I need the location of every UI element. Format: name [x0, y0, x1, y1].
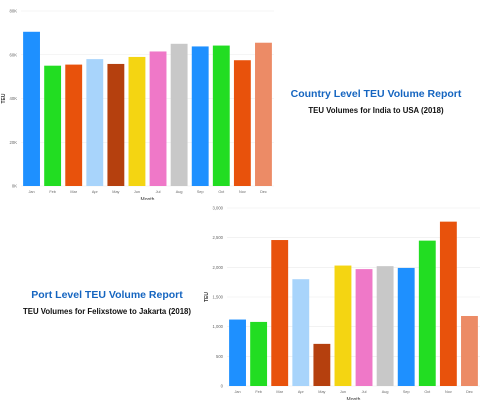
country-chart-bar: [212, 45, 230, 186]
country-chart-xtick-label: Jul: [156, 190, 161, 194]
country-chart-bar: [86, 59, 104, 186]
port-chart-bar: [292, 279, 310, 386]
port-chart-xtick-label: Feb: [255, 390, 262, 394]
port-chart-xtick-label: Jul: [362, 390, 367, 394]
country-teu-chart: 0K 20K 40K 60K 80K Jan Feb Mar Apr May Jun Jul Aug Se…: [0, 0, 278, 200]
country-chart-xtick-label: Oct: [218, 190, 225, 194]
country-report-subtitle: TEU Volumes for India to USA (2018): [308, 106, 444, 115]
port-heading: Port Level TEU Volume Report TEU Volumes…: [2, 289, 212, 316]
port-chart-bar: [355, 269, 373, 386]
port-chart-xtick-label: Nov: [445, 390, 452, 394]
country-chart-xtick-label: May: [112, 190, 119, 194]
port-chart-bar: [334, 265, 352, 386]
country-chart-bar: [65, 64, 83, 186]
port-chart-bar: [229, 319, 246, 386]
port-chart-xtick-label: Oct: [424, 390, 431, 394]
country-chart-xtick-label: Feb: [49, 190, 56, 194]
country-chart-xtick-label: Jan: [28, 190, 34, 194]
port-chart-xtick-label: Mar: [276, 390, 283, 394]
country-chart-xtick-label: Jun: [134, 190, 140, 194]
port-report-subtitle: TEU Volumes for Felixstowe to Jakarta (2…: [23, 307, 191, 316]
port-chart-ytick-label: 2,500: [213, 235, 224, 240]
country-chart-ytick-label: 40K: [10, 96, 18, 101]
country-chart-bar: [149, 51, 167, 186]
country-chart-xtick-label: Aug: [176, 190, 183, 194]
port-chart-bar: [376, 266, 394, 386]
port-chart-ytick-label: 500: [216, 354, 224, 359]
port-chart-xtick-label: Sep: [403, 390, 410, 394]
country-chart-ytick-label: 20K: [10, 140, 18, 145]
port-chart-xtick-label: Dec: [466, 390, 473, 394]
country-chart-bar: [170, 43, 188, 186]
country-chart-xtick-label: Nov: [239, 190, 246, 194]
port-chart-ytick-label: 3,000: [213, 206, 224, 211]
country-chart-ytick-label: 0K: [12, 184, 17, 189]
port-chart-y-axis-title: TEU: [204, 292, 210, 302]
country-chart-xtick-label: Mar: [70, 190, 77, 194]
country-chart-ytick-label: 60K: [10, 52, 18, 57]
country-chart-y-axis-title: TEU: [1, 93, 7, 103]
port-chart-xtick-label: Aug: [382, 390, 389, 394]
country-chart-bar: [191, 46, 209, 186]
country-chart-bar: [128, 56, 146, 186]
port-chart-bar: [271, 240, 289, 386]
port-chart-xtick-label: Apr: [298, 390, 305, 394]
country-teu-chart-svg: 0K 20K 40K 60K 80K Jan Feb Mar Apr May Jun Jul Aug Se…: [1, 9, 274, 200]
country-chart-bar: [233, 60, 251, 186]
country-heading: Country Level TEU Volume Report TEU Volu…: [276, 88, 476, 115]
country-chart-xtick-label: Sep: [197, 190, 204, 194]
port-chart-ytick-label: 1,500: [213, 295, 224, 300]
port-chart-bar: [418, 240, 436, 386]
country-chart-x-axis-title: Month: [141, 197, 155, 200]
country-chart-ytick-label: 80K: [10, 9, 18, 14]
port-chart-ytick-label: 1,000: [213, 324, 224, 329]
country-chart-bar: [107, 63, 125, 186]
port-chart-xtick-label: Jan: [234, 390, 240, 394]
port-chart-xtick-label: Jun: [340, 390, 346, 394]
port-teu-chart: 0 500 1,000 1,500 2,000 2,500 3,000 Jan Feb Mar Ap…: [200, 203, 480, 400]
port-chart-ytick-label: 0: [221, 384, 224, 389]
country-chart-xtick-label: Apr: [92, 190, 99, 194]
port-chart-bar: [250, 321, 268, 386]
country-report-title: Country Level TEU Volume Report: [290, 88, 462, 100]
port-chart-bar: [439, 221, 457, 386]
port-chart-xtick-label: May: [318, 390, 325, 394]
country-chart-bar: [255, 42, 272, 186]
port-teu-chart-svg: 0 500 1,000 1,500 2,000 2,500 3,000 Jan Feb Mar Ap…: [204, 206, 480, 400]
country-chart-bar: [23, 31, 40, 186]
port-report-title: Port Level TEU Volume Report: [31, 289, 183, 301]
port-chart-bar: [313, 343, 331, 386]
port-chart-bar: [461, 315, 478, 386]
port-chart-x-axis-title: Month: [347, 397, 361, 400]
country-chart-xtick-label: Dec: [260, 190, 267, 194]
port-chart-ytick-label: 2,000: [213, 265, 224, 270]
country-chart-bar: [44, 65, 62, 186]
port-chart-bar: [397, 267, 415, 386]
